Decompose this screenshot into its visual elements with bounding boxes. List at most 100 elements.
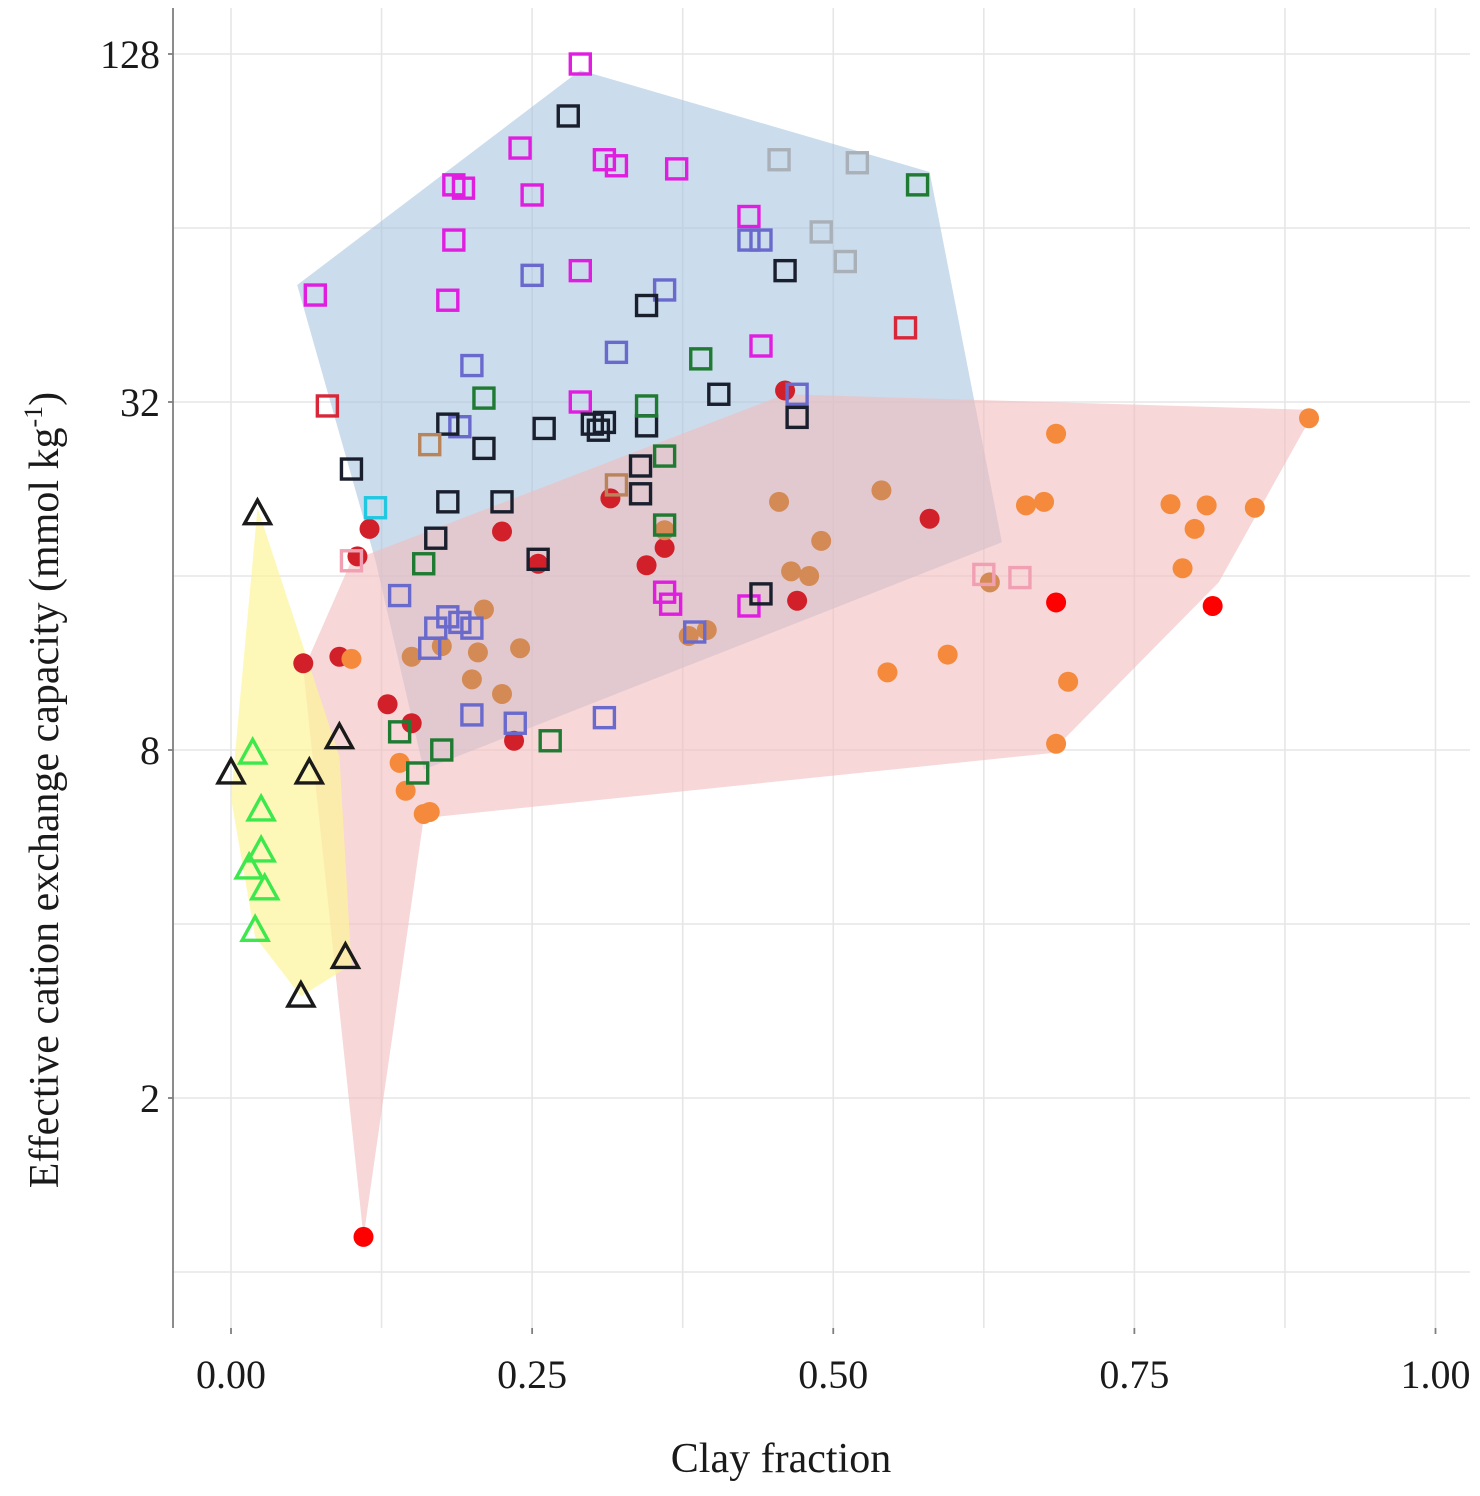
data-point-square bbox=[604, 154, 629, 178]
data-point-square bbox=[664, 157, 689, 181]
data-point-square bbox=[436, 412, 460, 436]
data-point-square bbox=[490, 490, 514, 514]
data-point-circle bbox=[1244, 497, 1265, 518]
data-point-circle bbox=[401, 646, 422, 667]
data-point-circle bbox=[401, 713, 422, 734]
data-point-triangle bbox=[245, 833, 277, 863]
data-point-circle bbox=[937, 644, 958, 665]
data-point-square bbox=[363, 496, 388, 520]
data-point-square bbox=[628, 454, 653, 478]
series-tan-squares bbox=[418, 432, 629, 497]
x-tick-label: 0.75 bbox=[1099, 1352, 1169, 1397]
x-tick-label: 0.50 bbox=[798, 1352, 868, 1397]
data-point-circle bbox=[1058, 671, 1079, 692]
data-point-square bbox=[749, 228, 773, 252]
data-point-circle bbox=[389, 752, 410, 773]
x-axis-title: Clay fraction bbox=[671, 1436, 891, 1482]
y-axis-title-main: Effective cation exchange capacity (mmol… bbox=[22, 427, 68, 1188]
y-axis-title-superscript: -1 bbox=[19, 406, 48, 428]
data-point-circle bbox=[1196, 495, 1217, 516]
data-point-square bbox=[1008, 565, 1032, 590]
series-tan-circles bbox=[401, 480, 1000, 704]
series-light-gray-squares bbox=[767, 148, 870, 274]
data-point-square bbox=[418, 432, 442, 457]
data-point-square bbox=[893, 316, 918, 340]
data-point-triangle bbox=[323, 720, 356, 750]
data-point-square bbox=[773, 258, 797, 283]
data-point-square bbox=[658, 592, 683, 616]
y-tick-labels: 2 8 32 128 bbox=[100, 32, 160, 1121]
data-point-square bbox=[556, 104, 580, 128]
y-tick-label: 32 bbox=[120, 380, 160, 425]
y-axis-title-close: ) bbox=[22, 392, 68, 406]
data-point-circle bbox=[636, 555, 657, 576]
data-point-circle bbox=[811, 530, 832, 551]
data-point-circle bbox=[919, 508, 940, 529]
data-point-triangle bbox=[241, 496, 274, 526]
data-point-square bbox=[652, 580, 677, 604]
data-point-square bbox=[460, 616, 484, 640]
data-point-square bbox=[652, 278, 677, 302]
data-point-square bbox=[586, 418, 611, 442]
data-point-square bbox=[442, 228, 466, 252]
data-point-square bbox=[628, 482, 653, 506]
data-point-square bbox=[809, 220, 833, 244]
data-point-square bbox=[448, 610, 472, 635]
data-point-circle bbox=[419, 801, 440, 822]
data-point-square bbox=[604, 473, 629, 497]
series-orange-circles bbox=[341, 408, 1320, 824]
data-points bbox=[215, 52, 1320, 1247]
data-point-square bbox=[580, 412, 605, 436]
data-point-square bbox=[532, 416, 556, 441]
data-point-square bbox=[526, 547, 550, 572]
data-point-square bbox=[905, 173, 930, 197]
data-point-square bbox=[460, 703, 484, 727]
x-tick-label: 0.25 bbox=[497, 1352, 567, 1397]
data-point-square bbox=[472, 436, 496, 461]
series-black-squares bbox=[339, 104, 809, 606]
series-green-triangles bbox=[233, 735, 281, 942]
data-point-square bbox=[592, 410, 617, 435]
data-point-triangle bbox=[248, 871, 281, 901]
y-tick-label: 8 bbox=[140, 728, 160, 773]
data-point-square bbox=[405, 761, 430, 785]
data-point-square bbox=[737, 204, 761, 229]
data-point-circle bbox=[341, 648, 362, 669]
data-point-square bbox=[689, 347, 713, 371]
data-point-square bbox=[568, 390, 593, 414]
series-black-triangles bbox=[215, 496, 362, 1008]
data-point-square bbox=[418, 636, 442, 660]
data-point-circle bbox=[781, 561, 802, 582]
data-point-square bbox=[387, 583, 412, 608]
data-point-square bbox=[634, 293, 659, 318]
data-point-circle bbox=[871, 480, 892, 501]
series-slate-blue-squares bbox=[387, 228, 809, 735]
data-point-circle bbox=[1046, 423, 1067, 444]
data-point-circle bbox=[654, 520, 675, 541]
data-point-square bbox=[833, 249, 857, 274]
series-pink-squares bbox=[339, 549, 1032, 590]
data-point-circle bbox=[431, 636, 452, 657]
data-point-square bbox=[412, 552, 436, 576]
data-point-circle bbox=[877, 662, 898, 683]
x-tick-label: 1.00 bbox=[1401, 1352, 1471, 1397]
axes bbox=[168, 8, 1437, 1334]
series-bright-red-circles bbox=[353, 592, 1223, 1247]
data-point-triangle bbox=[239, 913, 271, 942]
data-point-square bbox=[387, 720, 412, 744]
data-point-circle bbox=[1034, 491, 1055, 512]
data-point-square bbox=[568, 258, 593, 283]
series-cyan-squares bbox=[363, 496, 388, 520]
data-point-square bbox=[785, 405, 809, 430]
data-point-square bbox=[430, 738, 454, 762]
data-point-circle bbox=[353, 1226, 374, 1247]
data-point-circle bbox=[696, 620, 717, 641]
data-point-square bbox=[845, 151, 870, 175]
data-point-circle bbox=[1046, 733, 1067, 754]
data-point-square bbox=[436, 490, 460, 514]
data-point-circle bbox=[510, 638, 531, 659]
data-point-square bbox=[604, 340, 629, 365]
data-point-square bbox=[520, 263, 544, 288]
data-point-circle bbox=[473, 599, 494, 620]
